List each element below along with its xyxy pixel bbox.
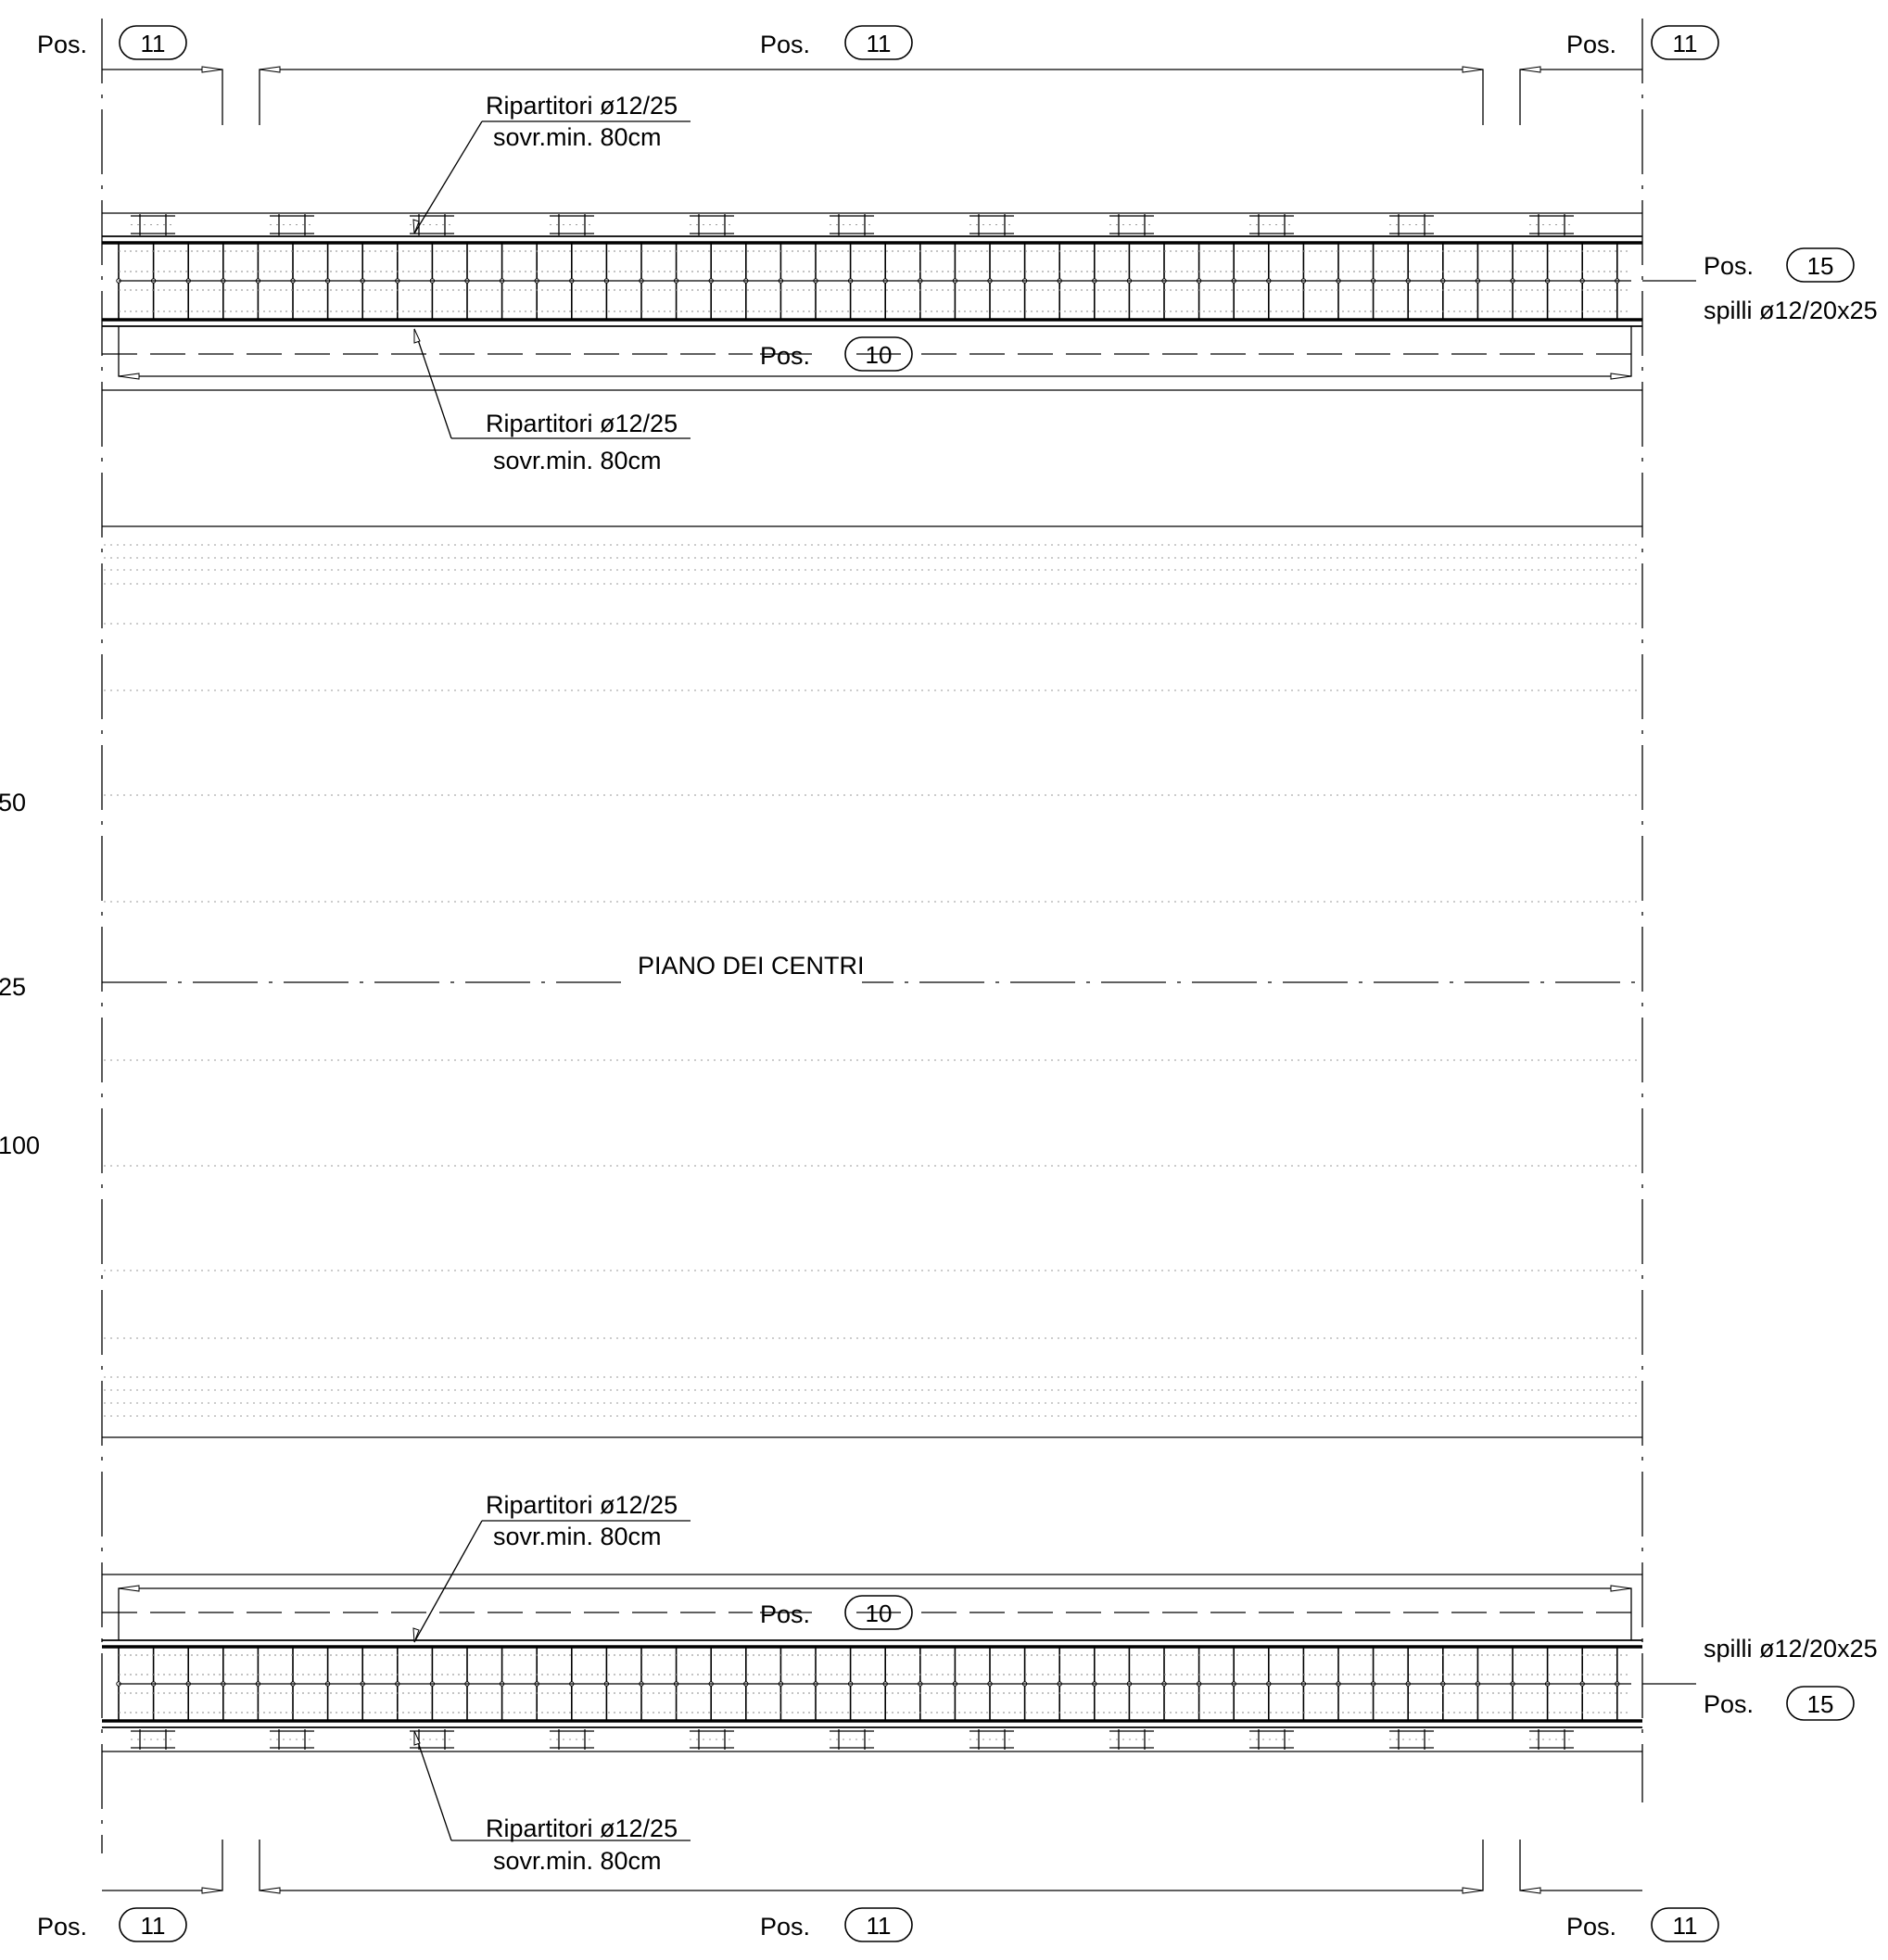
stirrup-symbol	[131, 214, 175, 235]
pos-number: 11	[141, 1912, 166, 1940]
distributors-line2: sovr.min. 80cm	[493, 1523, 662, 1550]
pos-label: Pos.	[1704, 252, 1754, 280]
pos-label: Pos.	[37, 31, 87, 58]
pos-bubble	[1786, 247, 1855, 283]
stirrup-symbol	[830, 214, 874, 235]
pos-bubble	[1651, 25, 1719, 60]
bottom-distributors-callout-lower: Ripartitori ø12/25 sovr.min. 80cm	[413, 1730, 691, 1875]
pos-bubble	[1786, 1686, 1855, 1721]
pins-text: spilli ø12/20x25	[1704, 297, 1878, 324]
stirrup-symbol	[830, 1729, 874, 1750]
core-section: PIANO DEI CENTRI	[102, 525, 1642, 1438]
pos-number: 15	[1807, 252, 1834, 280]
pos-label: Pos.	[760, 1600, 810, 1628]
stirrup-symbol	[1529, 214, 1574, 235]
pos-number: 10	[866, 341, 893, 369]
distributors-line1: Ripartitori ø12/25	[486, 1815, 678, 1842]
pos-label: Pos.	[1566, 1913, 1616, 1941]
bottom-pins-callout: spilli ø12/20x25 Pos. 15	[1642, 1635, 1878, 1721]
pos-number: 11	[867, 30, 892, 57]
pos-bubble	[1651, 1907, 1719, 1942]
pos-label: Pos.	[760, 342, 810, 370]
left-dimensions: 50 25 100	[0, 789, 40, 1159]
stirrup-symbol	[1389, 214, 1434, 235]
bottom-distributors-callout-upper: Ripartitori ø12/25 sovr.min. 80cm	[412, 1491, 691, 1643]
top-reinforcement-band	[102, 212, 1642, 391]
pos-bubble	[844, 25, 913, 60]
pos-number: 15	[1807, 1690, 1834, 1718]
distributors-line1: Ripartitori ø12/25	[486, 92, 678, 120]
dimension-value: 25	[0, 973, 26, 1001]
bottom-rebar-grid	[116, 1647, 1631, 1721]
stirrup-symbol	[1249, 214, 1294, 235]
distributors-line2: sovr.min. 80cm	[493, 447, 662, 474]
center-plane-label: PIANO DEI CENTRI	[638, 952, 865, 980]
core-dotted-lines	[104, 544, 1641, 1417]
stirrup-symbol	[690, 214, 734, 235]
stirrup-symbol	[690, 1729, 734, 1750]
distributors-line1: Ripartitori ø12/25	[486, 410, 678, 437]
top-stirrup-symbols	[131, 214, 1574, 235]
stirrup-symbol	[1389, 1729, 1434, 1750]
stirrup-symbol	[270, 1729, 314, 1750]
top-left-pos-callout: Pos. 11	[37, 25, 187, 60]
pins-text: spilli ø12/20x25	[1704, 1635, 1878, 1663]
stirrup-symbol	[969, 214, 1014, 235]
top-distributors-callout-lower: Ripartitori ø12/25 sovr.min. 80cm	[413, 328, 691, 474]
stirrup-symbol	[1109, 214, 1154, 235]
pos-bubble	[844, 1907, 913, 1942]
pos-label: Pos.	[37, 1913, 87, 1941]
pos-number: 11	[1673, 1912, 1698, 1940]
top-pos11-bars	[102, 66, 1642, 125]
pos-bubble	[119, 25, 187, 60]
stirrup-symbol	[270, 214, 314, 235]
stirrup-symbol	[550, 214, 594, 235]
distributors-line1: Ripartitori ø12/25	[486, 1491, 678, 1519]
pos-number: 11	[1673, 30, 1698, 57]
side-boundaries	[101, 19, 1643, 1853]
top-rebar-grid	[116, 243, 1631, 320]
top-center-pos-callout: Pos. 11	[760, 25, 913, 60]
stirrup-symbol	[550, 1729, 594, 1750]
pos-label: Pos.	[760, 1913, 810, 1941]
pos-label: Pos.	[1704, 1690, 1754, 1718]
bottom-center-pos-callout: Pos. 11	[760, 1907, 913, 1942]
top-pins-callout: Pos. 15 spilli ø12/20x25	[1642, 247, 1878, 324]
bottom-pos10-callout: Pos. 10	[753, 1595, 919, 1630]
distributors-line2: sovr.min. 80cm	[493, 1847, 662, 1875]
bottom-left-pos-callout: Pos. 11	[37, 1907, 187, 1942]
top-distributors-callout-upper: Ripartitori ø12/25 sovr.min. 80cm	[412, 92, 691, 234]
dimension-value: 100	[0, 1132, 40, 1159]
pos-number: 10	[866, 1600, 893, 1627]
stirrup-symbol	[1109, 1729, 1154, 1750]
stirrup-symbol	[1249, 1729, 1294, 1750]
stirrup-symbol	[969, 1729, 1014, 1750]
top-pos10-callout: Pos. 10	[753, 336, 919, 372]
distributors-line2: sovr.min. 80cm	[493, 123, 662, 151]
bottom-reinforcement-band	[102, 1574, 1642, 1752]
pos-number: 11	[867, 1912, 892, 1940]
stirrup-symbol	[131, 1729, 175, 1750]
dimension-value: 50	[0, 789, 26, 816]
bottom-stirrup-symbols	[131, 1729, 1574, 1750]
bottom-pos11-bars	[102, 1840, 1642, 1894]
pos-bubble	[119, 1907, 187, 1942]
bottom-right-pos-callout: Pos. 11	[1566, 1907, 1719, 1942]
top-right-pos-callout: Pos. 11	[1566, 25, 1719, 60]
pos-label: Pos.	[760, 31, 810, 58]
pos-number: 11	[141, 30, 166, 57]
stirrup-symbol	[1529, 1729, 1574, 1750]
pos-label: Pos.	[1566, 31, 1616, 58]
